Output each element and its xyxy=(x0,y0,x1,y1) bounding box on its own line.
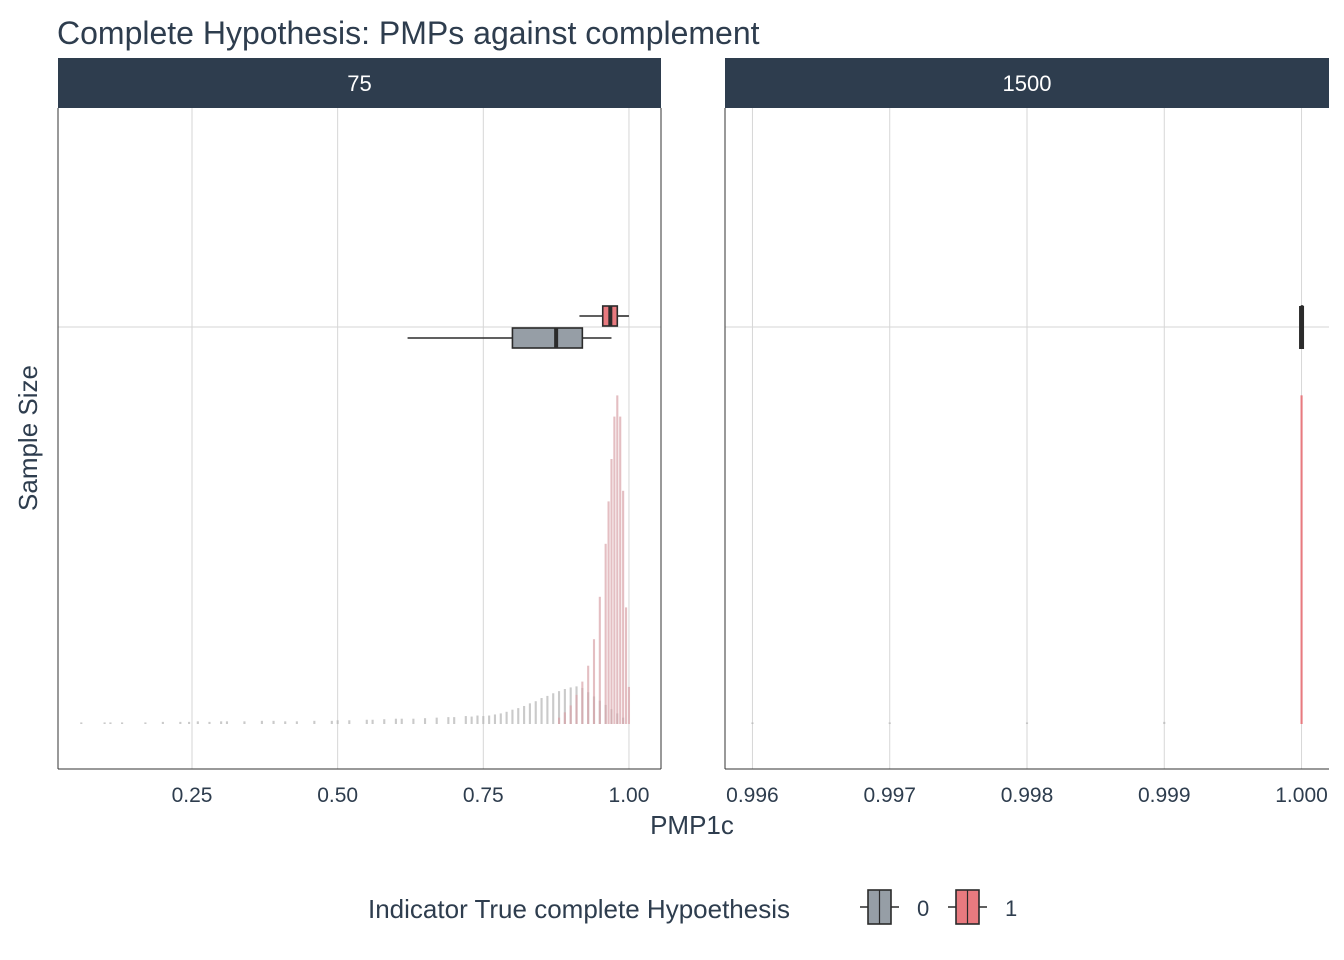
hist-bar-group0 xyxy=(284,721,287,724)
hist-bar-group1 xyxy=(616,395,619,724)
hist-bar-group0 xyxy=(188,721,191,724)
chart-title: Complete Hypothesis: PMPs against comple… xyxy=(57,15,760,51)
x-tick-label: 0.75 xyxy=(463,784,504,807)
x-tick-label: 0.999 xyxy=(1138,784,1191,807)
hist-bar-group1 xyxy=(557,717,561,724)
hist-bar-group1 xyxy=(563,712,566,724)
hist-bar-group0 xyxy=(447,717,450,724)
hist-bar-group0 xyxy=(348,720,351,724)
hist-bar-group0 xyxy=(144,722,147,724)
hist-bar-group0 xyxy=(161,721,164,724)
panels: 75 0.25 0.50 0.75 1.00 1500 0.996 0.997 0.998 0.9… xyxy=(57,58,1329,807)
hist-bar-group0 xyxy=(243,721,246,724)
hist-bar-group0 xyxy=(330,720,333,724)
hist-bar-group1 xyxy=(624,607,628,724)
hist-bar-group0 xyxy=(220,721,223,724)
hist-bar-group0 xyxy=(295,721,298,724)
hist-bar-group0 xyxy=(888,722,891,724)
hist-bar-group0 xyxy=(511,709,514,724)
hist-bar-group0 xyxy=(208,721,211,724)
hist-bar-group1 xyxy=(581,681,584,724)
hist-bar-group0 xyxy=(260,720,263,724)
legend-label-1: 1 xyxy=(1005,896,1017,921)
hist-bar-group0 xyxy=(482,716,485,724)
hist-bar-group0 xyxy=(400,718,403,724)
hist-bar-group0 xyxy=(423,718,427,724)
hist-bar-group0 xyxy=(313,720,316,724)
hist-bar-group0 xyxy=(272,720,275,724)
hist-bar-group1 xyxy=(598,596,601,724)
hist-bar-group0 xyxy=(196,721,199,724)
hist-bar-group0 xyxy=(1163,721,1166,724)
hist-bar-group0 xyxy=(557,691,561,724)
hist-bar-group0 xyxy=(336,720,339,724)
x-tick-label: 0.25 xyxy=(172,784,213,807)
hist-bar-group1 xyxy=(607,501,610,724)
hist-bar-group1 xyxy=(627,686,631,724)
hist-bar-group0 xyxy=(488,715,491,724)
hist-bar-group1 xyxy=(613,416,616,724)
x-tick-label: 1.00 xyxy=(609,784,650,807)
x-tick-label: 1.000 xyxy=(1275,784,1328,807)
hist-bar-group0 xyxy=(383,719,386,724)
hist-bar-group0 xyxy=(499,713,502,724)
box-0 xyxy=(511,327,584,349)
hist-bar-group0 xyxy=(470,716,473,724)
x-axis-title: PMP1c xyxy=(650,810,734,840)
hist-bar-group0 xyxy=(751,722,754,724)
hist-bar-group0 xyxy=(528,703,531,724)
hist-bar-group1 xyxy=(592,639,596,724)
hist-bar-group1 xyxy=(610,459,613,724)
hist-bar-group0 xyxy=(1025,722,1029,724)
hist-bar-group1 xyxy=(587,665,590,724)
hist-bar-group0 xyxy=(371,719,374,724)
legend-label-0: 0 xyxy=(917,896,929,921)
hist-bar-group0 xyxy=(103,722,106,724)
x-tick-label: 0.997 xyxy=(863,784,916,807)
hist-bar-group0 xyxy=(493,714,497,724)
hist-bar-group0 xyxy=(464,716,467,724)
panel-1500: 1500 0.996 0.997 0.998 0.999 1.000 xyxy=(724,58,1329,807)
hist-bar-group0 xyxy=(435,717,438,724)
legend-title: Indicator True complete Hypoethesis xyxy=(368,894,790,924)
strip-75 xyxy=(58,58,661,108)
hist-bar-group0 xyxy=(225,721,229,724)
hist-bar-group0 xyxy=(563,689,566,724)
hist-bar-group0 xyxy=(476,715,479,724)
hist-bar-group0 xyxy=(394,718,397,724)
strip-1500 xyxy=(725,58,1329,108)
hist-bar-group0 xyxy=(523,705,526,724)
hist-bar-group0 xyxy=(80,722,83,724)
x-tick-label: 0.50 xyxy=(317,784,358,807)
hist-bar-group1 xyxy=(604,543,607,724)
hist-bar-group0 xyxy=(365,719,368,724)
hist-bar-group0 xyxy=(546,695,549,724)
hist-bar-group0 xyxy=(505,711,508,724)
hist-bar-group0 xyxy=(534,701,537,724)
legend: Indicator True complete Hypoethesis 0 1 xyxy=(368,889,1017,925)
hist-bar-group0 xyxy=(540,698,543,724)
hist-bar-group1 xyxy=(575,694,578,724)
hist-bar-group1 xyxy=(619,416,622,724)
hist-bar-group1 xyxy=(622,490,625,724)
strip-label-1500: 1500 xyxy=(1003,71,1052,96)
hist-bar-group1 xyxy=(569,705,572,724)
x-tick-label: 0.998 xyxy=(1001,784,1054,807)
hist-bar-group0 xyxy=(121,722,124,724)
hist-bar-group0 xyxy=(412,718,415,724)
y-axis-title: Sample Size xyxy=(13,365,43,511)
x-tick-label: 0.996 xyxy=(726,784,779,807)
hist-bar-group0 xyxy=(552,693,555,724)
panel-75: 75 0.25 0.50 0.75 1.00 xyxy=(57,58,662,807)
hist-bar-group0 xyxy=(179,721,182,724)
hist-bar-group0 xyxy=(517,708,520,724)
hist-bar-group0 xyxy=(109,722,112,724)
strip-label-75: 75 xyxy=(347,71,371,96)
hist-bar-group0 xyxy=(453,717,456,724)
